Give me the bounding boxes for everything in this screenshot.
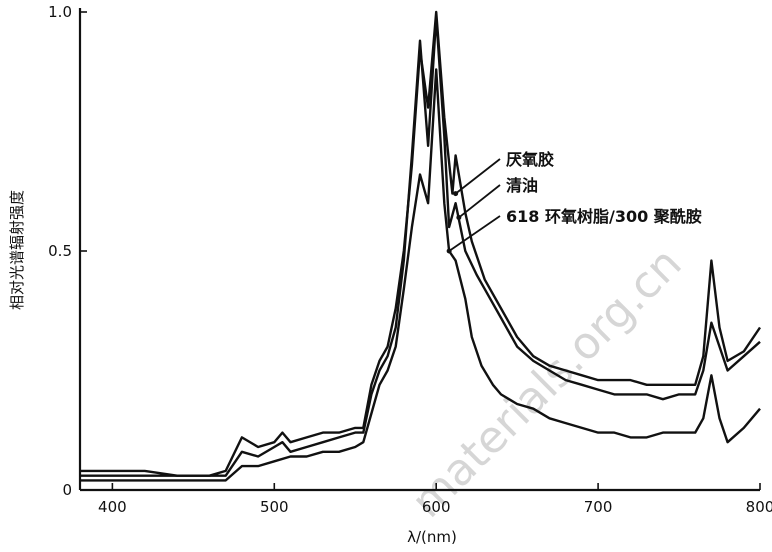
y-tick-label: 0.5 bbox=[48, 242, 72, 260]
x-tick-label: 700 bbox=[584, 498, 613, 516]
series-layer bbox=[80, 10, 761, 482]
legend-leader-3 bbox=[448, 215, 501, 252]
series-line-3 bbox=[80, 68, 761, 482]
legend-leader-1 bbox=[455, 158, 501, 195]
y-tick-label: 1.0 bbox=[48, 3, 72, 21]
legend-label-1: 厌氧胶 bbox=[506, 150, 554, 169]
x-tick-label: 500 bbox=[260, 498, 289, 516]
x-tick-label: 800 bbox=[746, 498, 772, 516]
y-axis-label: 相对光谱辐射强度 bbox=[8, 190, 26, 310]
y-tick-label: 0 bbox=[62, 481, 72, 499]
x-axis-label: λ/(nm) bbox=[407, 528, 457, 546]
axes: 400 500 600 700 800 0 0.5 1.0 bbox=[48, 3, 772, 516]
legend-label-2: 清油 bbox=[506, 176, 538, 195]
legend-arrowhead-1 bbox=[453, 191, 459, 197]
series-line-2 bbox=[80, 15, 761, 477]
legend-arrowhead-3 bbox=[446, 248, 452, 254]
x-tick-label: 400 bbox=[98, 498, 127, 516]
legend-label-3: 618 环氧树脂/300 聚酰胺 bbox=[506, 207, 702, 226]
watermark-text: materials.org.cn bbox=[402, 238, 692, 528]
legend-leader-2 bbox=[458, 184, 501, 219]
x-tick-label: 600 bbox=[422, 498, 451, 516]
legend-arrowhead-2 bbox=[456, 215, 462, 221]
